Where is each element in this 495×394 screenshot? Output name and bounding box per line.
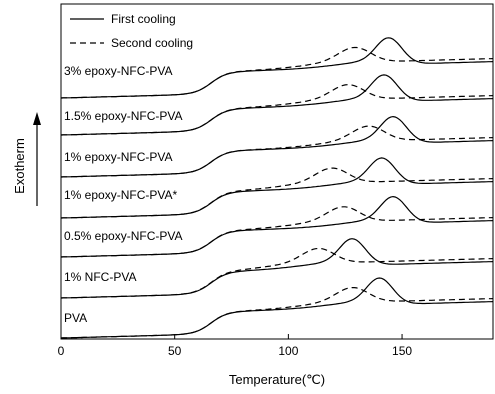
curve-group bbox=[60, 37, 494, 99]
x-tick-label: 100 bbox=[278, 344, 298, 358]
curve-group bbox=[60, 277, 494, 339]
legend: First cooling Second cooling bbox=[70, 12, 193, 50]
curve-label: 1.5% epoxy-NFC-PVA bbox=[64, 109, 182, 123]
x-tick-label: 50 bbox=[168, 344, 182, 358]
curve-group bbox=[60, 157, 494, 219]
second-cooling-line bbox=[60, 247, 494, 299]
curve-group bbox=[60, 115, 494, 178]
curves-layer bbox=[60, 37, 494, 339]
legend-first-label: First cooling bbox=[111, 12, 176, 26]
y-axis-label-group: Exotherm bbox=[12, 112, 41, 206]
curve-group bbox=[60, 195, 494, 258]
curve-label: 0.5% epoxy-NFC-PVA bbox=[64, 229, 182, 243]
second-cooling-line bbox=[60, 125, 494, 178]
curve-group bbox=[60, 238, 494, 299]
second-cooling-line bbox=[60, 287, 494, 339]
ticks-layer: 0 50 100 150 bbox=[58, 334, 412, 358]
second-cooling-line bbox=[60, 46, 494, 99]
second-cooling-line bbox=[60, 206, 494, 258]
curve-label: 1% epoxy-NFC-PVA bbox=[64, 150, 172, 164]
y-axis-label: Exotherm bbox=[12, 138, 27, 194]
curve-label: 1% epoxy-NFC-PVA* bbox=[64, 188, 177, 202]
plot-frame bbox=[60, 3, 494, 340]
curve-label: 1% NFC-PVA bbox=[64, 270, 136, 284]
x-tick-label: 0 bbox=[58, 344, 65, 358]
exotherm-arrow-head bbox=[33, 112, 41, 125]
curve-label: PVA bbox=[64, 311, 87, 325]
second-cooling-line bbox=[60, 84, 494, 136]
curve-group bbox=[60, 74, 494, 136]
second-cooling-line bbox=[60, 167, 494, 219]
x-axis-label: Temperature(℃) bbox=[229, 372, 325, 387]
x-tick-label: 150 bbox=[392, 344, 412, 358]
legend-second-label: Second cooling bbox=[111, 36, 193, 50]
curve-label: 3% epoxy-NFC-PVA bbox=[64, 64, 172, 78]
curve-labels-layer: 3% epoxy-NFC-PVA 1.5% epoxy-NFC-PVA 1% epo… bbox=[64, 64, 182, 325]
